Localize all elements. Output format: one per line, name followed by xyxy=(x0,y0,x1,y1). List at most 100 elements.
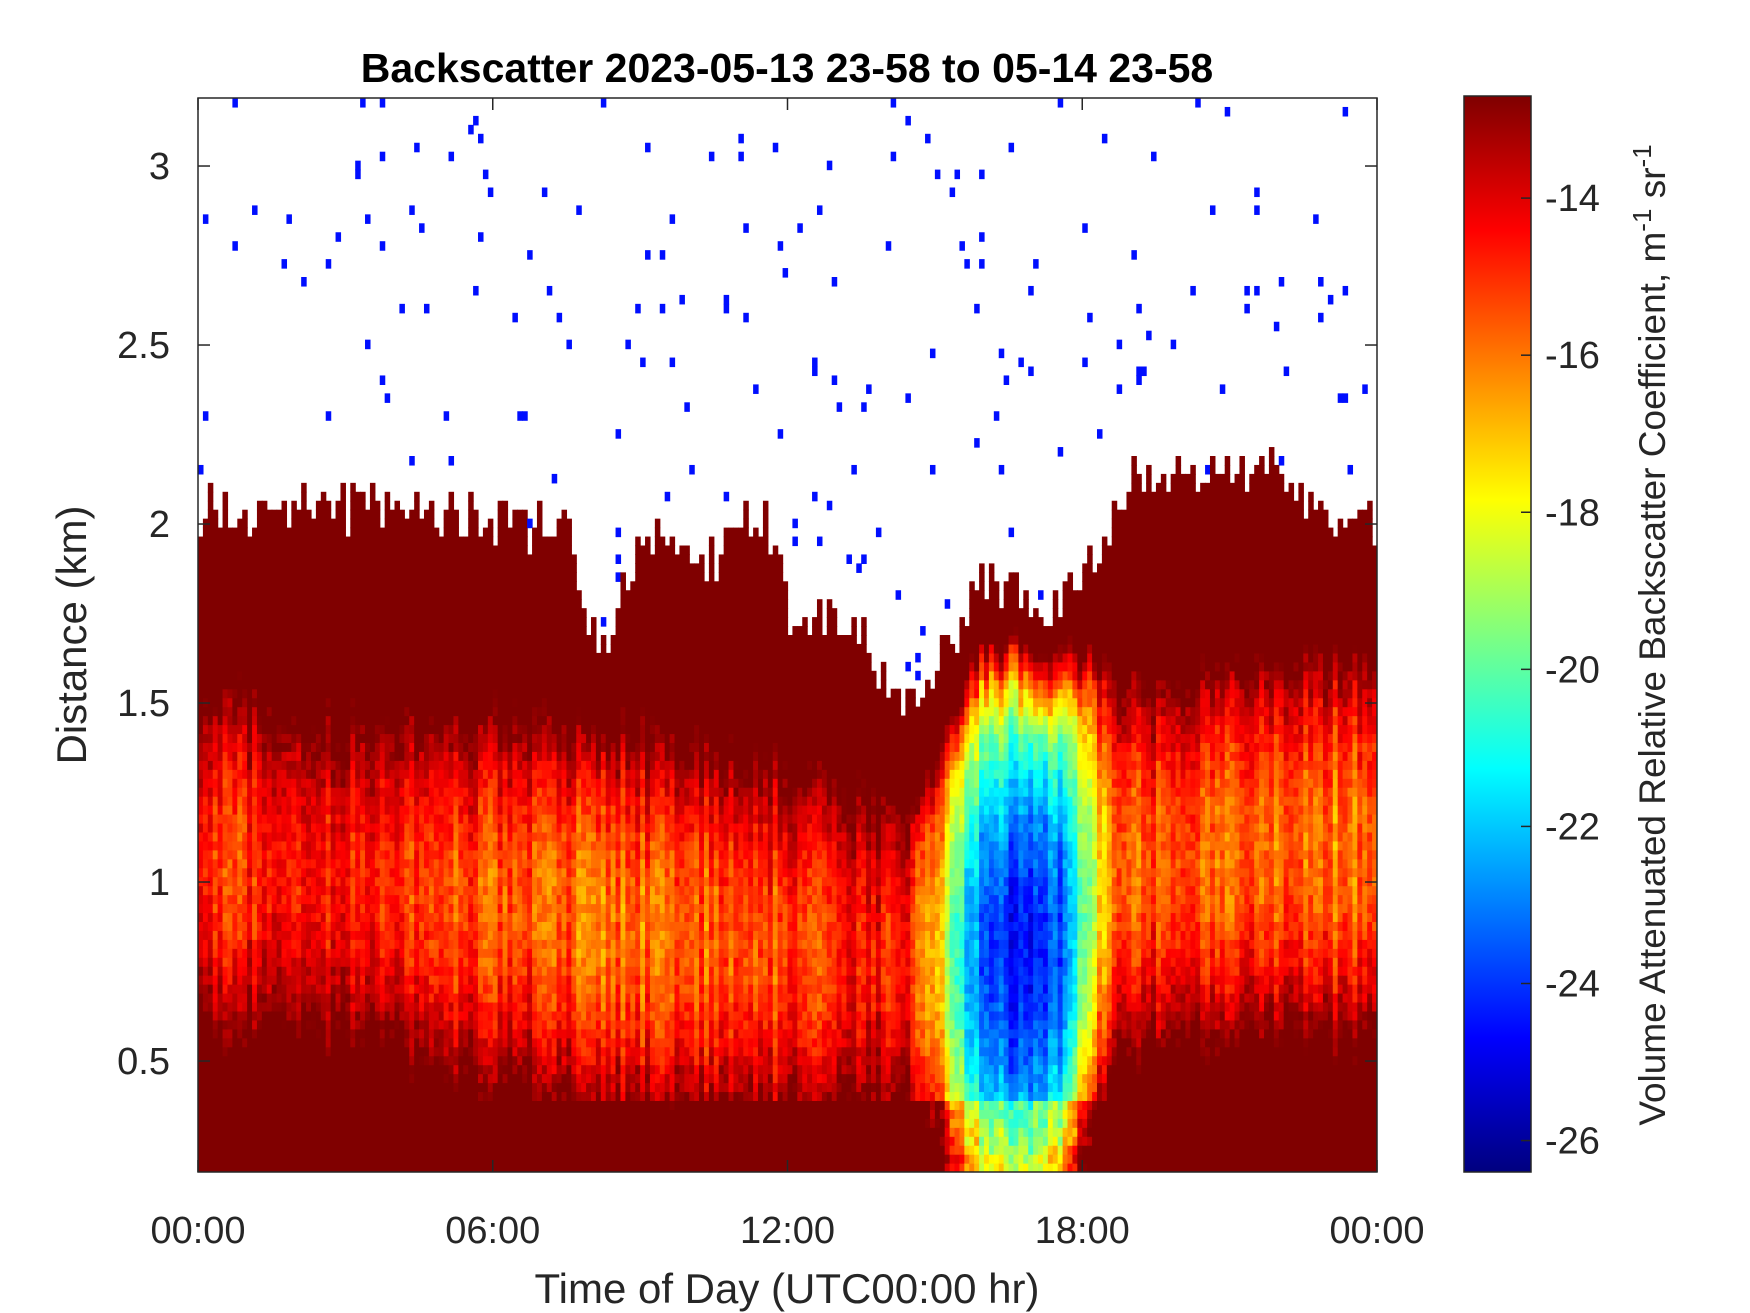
heatmap-cell xyxy=(335,554,342,564)
heatmap-cell xyxy=(335,643,342,654)
heatmap-cell xyxy=(374,527,381,538)
heatmap-cell xyxy=(360,966,366,976)
heatmap-cell xyxy=(369,975,376,985)
heatmap-cell xyxy=(399,930,405,940)
heatmap-cell xyxy=(330,670,337,681)
heatmap-cell xyxy=(360,805,366,815)
heatmap-cell xyxy=(492,1136,499,1146)
heatmap-cell xyxy=(409,1082,415,1093)
heatmap-cell xyxy=(325,679,332,690)
heatmap-cell xyxy=(458,751,464,761)
heatmap-cell xyxy=(458,769,464,779)
heatmap-cell xyxy=(374,652,381,663)
heatmap-cell xyxy=(482,840,489,851)
heatmap-cell xyxy=(276,787,283,797)
heatmap-cell xyxy=(414,715,420,726)
heatmap-cell xyxy=(487,1046,494,1057)
heatmap-cell xyxy=(217,1109,224,1119)
heatmap-cell xyxy=(222,1118,229,1128)
heatmap-cell xyxy=(497,796,504,806)
heatmap-cell xyxy=(409,957,415,967)
heatmap-cell xyxy=(463,643,469,654)
heatmap-cell xyxy=(404,608,410,618)
heatmap-cell xyxy=(227,1082,233,1093)
heatmap-cell xyxy=(428,1163,435,1172)
heatmap-cell xyxy=(355,1118,361,1128)
heatmap-cell xyxy=(291,751,297,761)
heatmap-cell xyxy=(237,563,243,573)
heatmap-cell xyxy=(252,885,258,896)
heatmap-cell xyxy=(492,930,499,940)
heatmap-cell xyxy=(335,1109,342,1119)
heatmap-cell xyxy=(286,948,292,958)
heatmap-cell xyxy=(330,993,337,1003)
heatmap-cell xyxy=(438,590,445,600)
heatmap-cell xyxy=(478,563,484,573)
heatmap-cell xyxy=(458,617,464,627)
heatmap-cell xyxy=(232,1055,238,1066)
heatmap-cell xyxy=(409,1037,415,1048)
heatmap-cell xyxy=(478,1028,484,1039)
heatmap-cell xyxy=(320,536,327,547)
heatmap-cell xyxy=(482,590,489,600)
heatmap-cell xyxy=(212,1046,219,1057)
heatmap-cell xyxy=(291,715,297,726)
heatmap-cell xyxy=(198,679,204,690)
heatmap-cell xyxy=(281,1028,288,1039)
heatmap-cell xyxy=(330,733,337,743)
heatmap-cell xyxy=(296,697,302,708)
heatmap-cell xyxy=(222,617,229,627)
heatmap-cell xyxy=(453,1145,459,1155)
heatmap-cell xyxy=(443,545,450,556)
heatmap-cell xyxy=(487,1073,494,1084)
heatmap-cell xyxy=(463,1154,469,1164)
heatmap-cell xyxy=(291,1028,297,1039)
heatmap-cell xyxy=(355,545,361,556)
heatmap-cell xyxy=(502,1127,509,1137)
heatmap-cell xyxy=(301,939,307,949)
heatmap-cell xyxy=(325,814,332,824)
heatmap-cell xyxy=(315,1100,322,1110)
heatmap-cell xyxy=(310,840,317,851)
heatmap-cell xyxy=(355,599,361,609)
heatmap-cell xyxy=(242,742,248,752)
heatmap-cell xyxy=(433,1091,440,1101)
heatmap-cell xyxy=(468,849,474,860)
heatmap-cell xyxy=(325,527,332,538)
heatmap-cell xyxy=(261,957,268,967)
heatmap-cell xyxy=(276,867,283,878)
heatmap-cell xyxy=(448,903,455,914)
heatmap-cell xyxy=(458,626,464,636)
heatmap-cell xyxy=(502,635,509,645)
heatmap-cell xyxy=(320,1091,327,1101)
heatmap-cell xyxy=(291,697,297,708)
heatmap-cell xyxy=(335,948,342,958)
heatmap-cell xyxy=(453,643,459,654)
heatmap-cell xyxy=(247,849,253,860)
heatmap-cell xyxy=(207,670,214,681)
heatmap-cell xyxy=(463,760,469,770)
heatmap-cell xyxy=(423,1127,430,1137)
heatmap-cell xyxy=(369,661,376,672)
heatmap-cell xyxy=(261,572,268,582)
heatmap-cell xyxy=(325,1001,332,1012)
heatmap-cell xyxy=(487,661,494,672)
heatmap-cell xyxy=(350,760,356,770)
heatmap-cell xyxy=(522,957,528,967)
heatmap-cell xyxy=(256,643,263,654)
heatmap-cell xyxy=(394,1046,401,1057)
heatmap-cell xyxy=(315,858,322,869)
heatmap-cell xyxy=(256,545,263,556)
heatmap-cell xyxy=(281,912,288,922)
heatmap-cell xyxy=(315,652,322,663)
heatmap-cell xyxy=(320,1046,327,1057)
heatmap-cell xyxy=(252,1109,258,1119)
heatmap-cell xyxy=(512,652,518,663)
heatmap-cell xyxy=(522,1163,528,1172)
heatmap-cell xyxy=(482,993,489,1003)
heatmap-cell xyxy=(198,849,204,860)
heatmap-cell xyxy=(286,822,292,833)
heatmap-cell xyxy=(522,760,528,770)
heatmap-cell xyxy=(286,733,292,743)
heatmap-cell xyxy=(517,411,523,421)
